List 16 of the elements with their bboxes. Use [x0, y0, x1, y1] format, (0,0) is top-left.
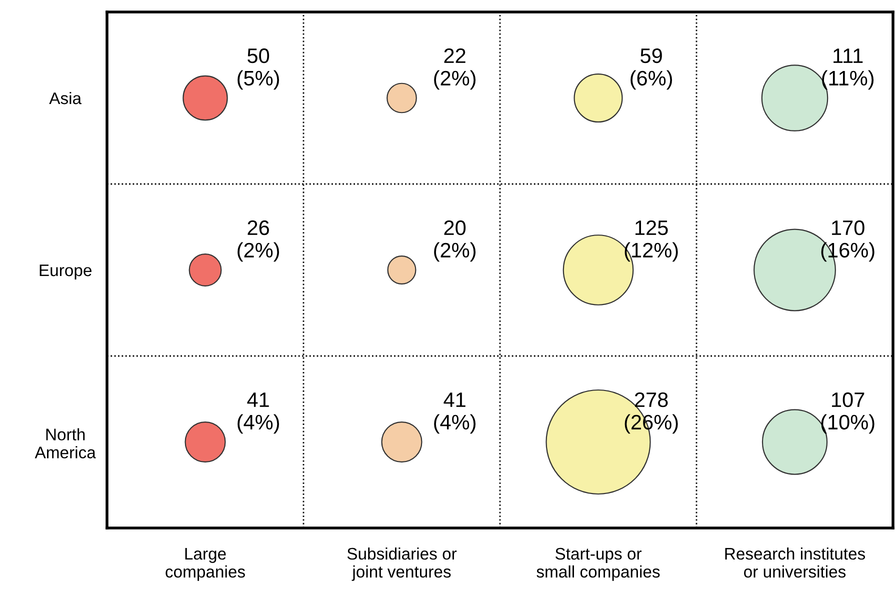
data-label: 41 (4%) — [238, 392, 280, 434]
data-label: 107 (10%) — [821, 392, 874, 434]
data-label: 41 (4%) — [434, 392, 476, 434]
data-label: 50 (5%) — [238, 48, 280, 90]
data-label: 26 (2%) — [238, 220, 280, 262]
text: Europe — [40, 264, 92, 280]
text: Asia — [49, 92, 82, 104]
category-label: Large companies — [166, 548, 245, 581]
category-label: Subsidiaries or joint ventures — [347, 547, 457, 581]
category-label: Start-ups or small companies — [536, 548, 660, 581]
category-label: Research institutes or universities — [725, 547, 866, 578]
text: North America — [34, 428, 96, 458]
data-label: 22 (2%) — [434, 48, 476, 90]
data-label: 20 (2%) — [434, 220, 476, 262]
data-label: 59 (6%) — [630, 48, 672, 90]
data-label: 111 (11%) — [822, 48, 874, 90]
